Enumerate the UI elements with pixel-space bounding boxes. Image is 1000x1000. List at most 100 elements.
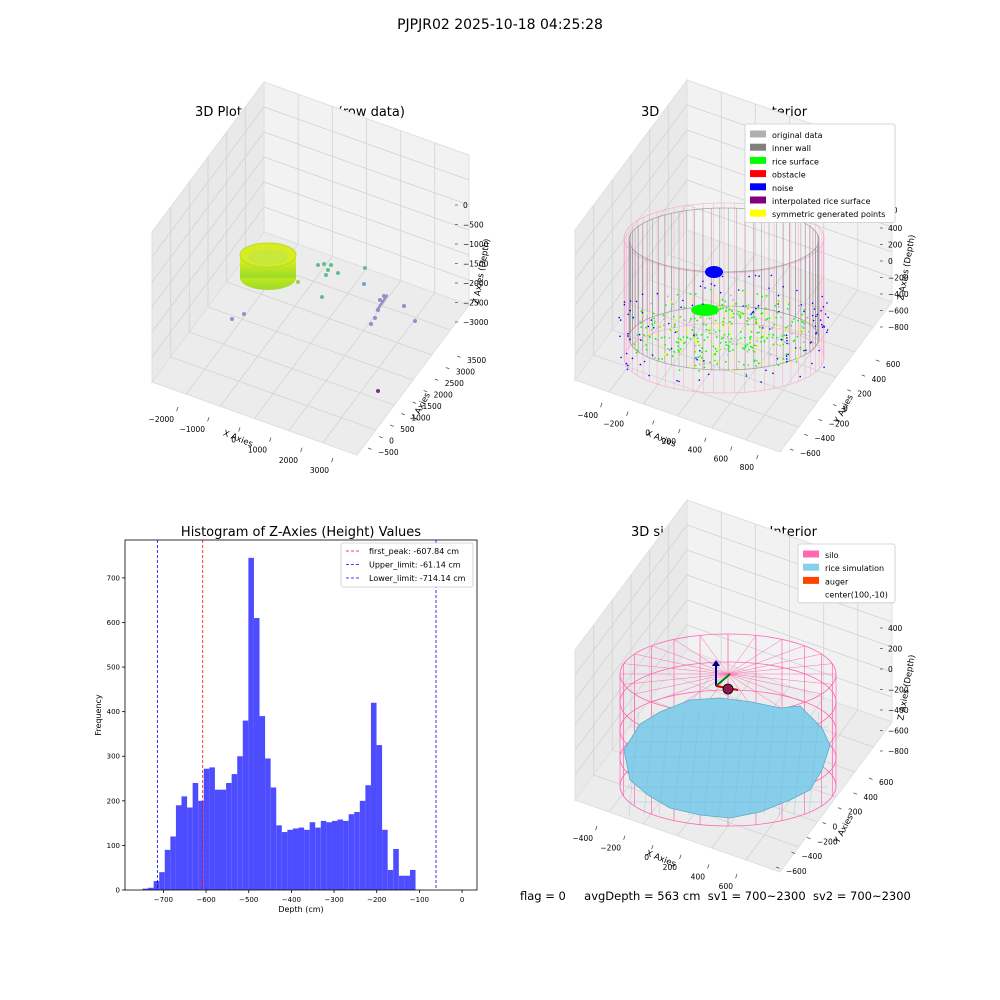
classified-point — [717, 302, 719, 305]
classified-point — [728, 346, 730, 349]
classified-point — [652, 312, 655, 315]
histogram-bar — [309, 822, 316, 890]
histogram-bar — [175, 805, 182, 890]
classified-point — [753, 351, 756, 353]
classified-point — [747, 307, 749, 310]
classified-point — [727, 348, 730, 351]
classified-point — [712, 358, 715, 361]
noise-point — [821, 323, 823, 326]
noise-point — [813, 308, 816, 310]
panel2-x-tick-label: 600 — [714, 454, 729, 463]
classified-point — [673, 351, 676, 353]
noise-point — [631, 357, 634, 360]
noise-point — [693, 334, 695, 337]
classified-point — [775, 344, 777, 347]
classified-point — [725, 341, 727, 344]
classified-point — [735, 343, 738, 345]
auger-center-marker — [722, 683, 734, 695]
panel2-y-tick — [832, 404, 837, 407]
classified-point — [754, 349, 757, 352]
classified-point — [715, 336, 718, 338]
classified-point — [753, 344, 756, 347]
classified-point — [726, 336, 729, 338]
classified-point — [786, 335, 788, 338]
classified-point — [698, 369, 700, 372]
noise-point — [770, 274, 773, 277]
classified-point — [729, 332, 732, 335]
rice-mesh-line — [733, 711, 745, 816]
histogram-bar — [142, 888, 149, 890]
classified-point — [761, 336, 764, 338]
classified-point — [785, 353, 788, 356]
histogram-bar — [265, 758, 271, 890]
classified-point — [694, 344, 697, 347]
classified-point — [774, 304, 777, 307]
panel2-y-tick-label: 400 — [872, 375, 887, 384]
classified-point — [775, 327, 778, 329]
classified-point — [703, 366, 706, 369]
classified-point — [742, 312, 744, 315]
classified-point — [742, 289, 744, 292]
y-tick-label: 0 — [116, 887, 120, 895]
panel1-y-tick-label: −500 — [378, 448, 399, 457]
classified-point — [703, 363, 706, 365]
panel2-y-tick — [818, 418, 823, 422]
histogram-bar — [398, 875, 405, 890]
classified-point — [705, 350, 707, 353]
panel1-y-tick — [456, 355, 461, 358]
panel2-legend-swatch — [750, 183, 766, 191]
noise-point — [702, 303, 704, 305]
classified-point — [690, 317, 692, 320]
panel4-y-tick-label: −200 — [817, 837, 838, 846]
noise-point — [695, 357, 697, 359]
panel4-y-tick-label: −400 — [802, 852, 823, 861]
classified-point — [757, 362, 760, 364]
classified-point — [730, 314, 733, 316]
silo-spoke — [727, 635, 757, 675]
raw-point — [376, 389, 380, 393]
classified-point — [753, 316, 756, 319]
rice-simulation-surface — [623, 697, 831, 819]
noise-point — [755, 307, 757, 310]
classified-point — [780, 316, 782, 319]
classified-point — [739, 317, 742, 319]
classified-point — [690, 332, 692, 335]
classified-point — [686, 336, 688, 339]
classified-point — [699, 316, 702, 319]
classified-point — [688, 321, 691, 324]
classified-point — [743, 327, 746, 329]
noise-point — [778, 310, 780, 313]
silo-spoke — [634, 673, 729, 695]
classified-point — [738, 344, 741, 347]
classified-point — [725, 307, 728, 309]
classified-point — [708, 317, 711, 320]
noise-point — [699, 350, 701, 352]
rice-surface-core — [691, 304, 719, 316]
panel2-legend-swatch — [750, 130, 766, 138]
classified-point — [648, 333, 650, 336]
panel4-legend-swatch — [803, 576, 819, 584]
noise-point — [713, 284, 716, 287]
classified-point — [700, 333, 703, 336]
classified-point — [683, 306, 686, 309]
classified-point — [697, 356, 700, 359]
classified-point — [679, 348, 682, 350]
panel4-z-tick-label: −200 — [888, 686, 909, 695]
classified-point — [714, 294, 717, 297]
panel2-legend-swatch — [750, 156, 766, 164]
classified-point — [763, 340, 766, 343]
panel4-y-tick-label: 200 — [848, 808, 863, 817]
classified-point — [771, 336, 774, 339]
panel2-x-tick-label: 200 — [662, 437, 677, 446]
classified-point — [756, 340, 758, 342]
histogram-bar — [320, 820, 327, 890]
noise-point — [668, 322, 670, 325]
panel2-z-tick-label: −600 — [888, 307, 909, 316]
silo-spoke — [699, 635, 729, 675]
classified-point — [695, 342, 697, 345]
noise-point — [826, 331, 828, 334]
noise-point — [811, 314, 814, 317]
classified-point — [650, 328, 653, 331]
classified-point — [799, 348, 802, 351]
noise-point — [674, 331, 677, 334]
